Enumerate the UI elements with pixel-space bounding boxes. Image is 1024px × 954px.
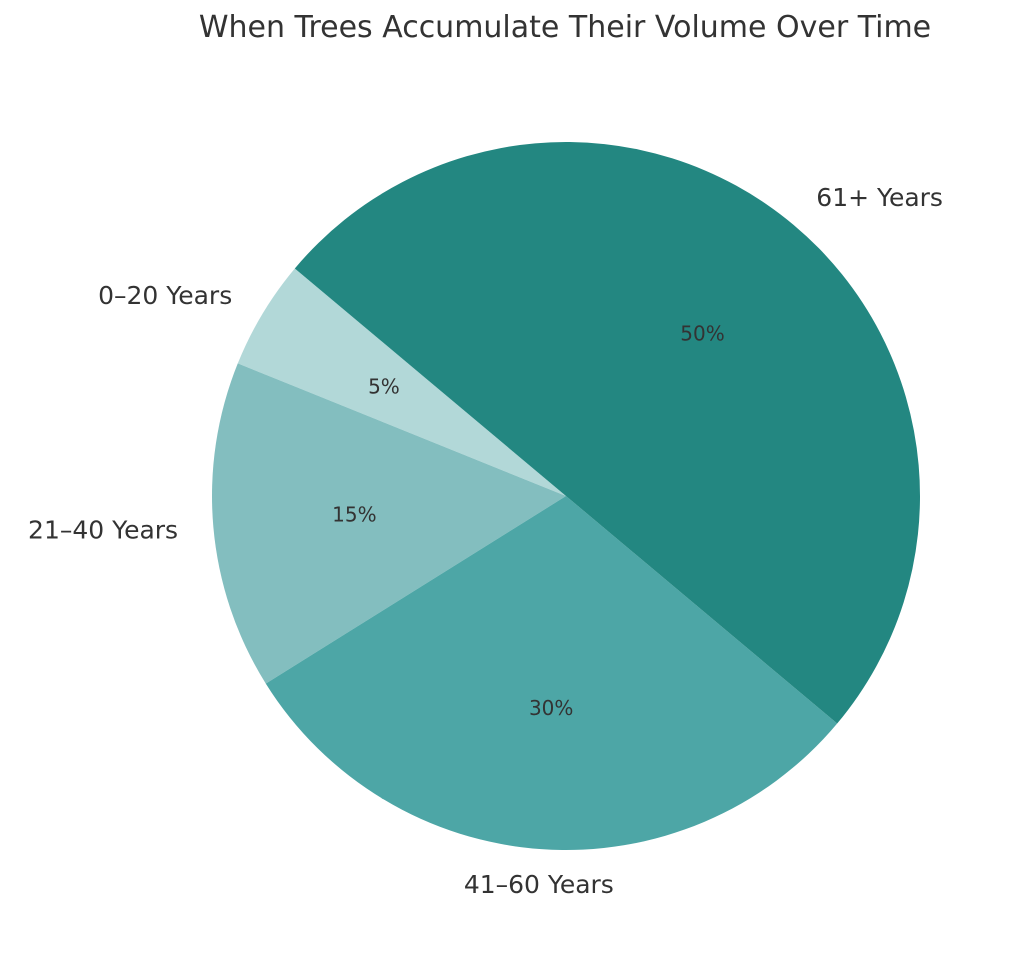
- pie-slice-3: [294, 142, 920, 724]
- pie-slice-1: [211, 363, 566, 684]
- pie-slice-2: [265, 496, 838, 851]
- slice-category-label-2: 41–60 Years: [464, 870, 614, 899]
- slice-pct-label-0: 5%: [368, 375, 400, 399]
- slice-category-label-0: 0–20 Years: [98, 281, 232, 310]
- slices-layer: [211, 142, 920, 851]
- slice-pct-label-1: 15%: [332, 503, 376, 527]
- pie-slice-0: [237, 268, 566, 496]
- labels-layer: 5% 0–20 Years 15% 21–40 Years 30% 41–60 Years…: [28, 183, 943, 899]
- slice-pct-label-3: 50%: [680, 321, 724, 345]
- slice-category-label-3: 61+ Years: [816, 183, 943, 212]
- slice-category-label-1: 21–40 Years: [28, 515, 178, 544]
- chart-title: When Trees Accumulate Their Volume Over …: [198, 10, 932, 45]
- slice-pct-label-2: 30%: [529, 696, 573, 720]
